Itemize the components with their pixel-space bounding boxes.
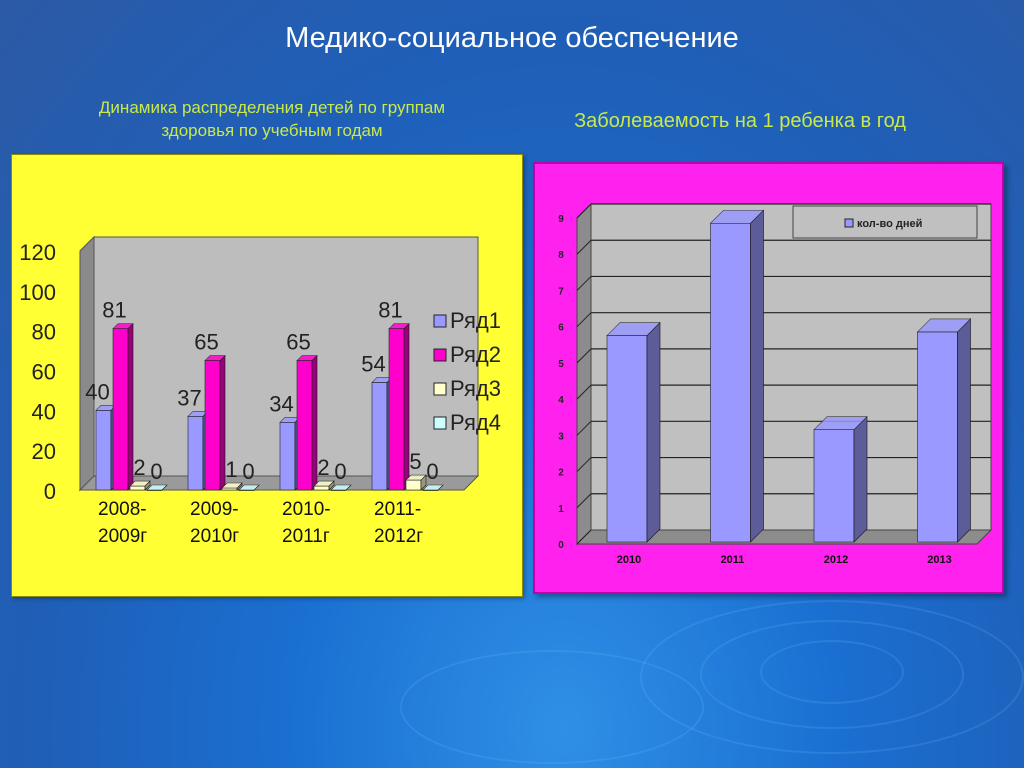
legend-swatch xyxy=(433,314,447,328)
y-tick-label: 60 xyxy=(32,360,56,385)
data-label: 40 xyxy=(85,379,109,404)
data-label: 81 xyxy=(378,298,402,323)
y-tick-label: 100 xyxy=(19,280,56,305)
y-tick-label: 8 xyxy=(558,250,564,261)
data-label: 34 xyxy=(269,391,293,416)
gridline xyxy=(576,420,592,436)
legend-label: Ряд1 xyxy=(450,308,501,333)
x-tick-label: 2009г xyxy=(98,526,147,547)
legend-box xyxy=(792,205,978,239)
gridline xyxy=(576,529,592,545)
gridline xyxy=(576,239,592,255)
data-label: 2 xyxy=(317,455,329,480)
x-tick-label: 2011г xyxy=(282,526,330,547)
y-tick-label: 9 xyxy=(558,214,564,225)
bar xyxy=(129,480,151,491)
data-label: 0 xyxy=(150,459,162,484)
plot-side-wall xyxy=(576,202,592,546)
y-tick-label: 20 xyxy=(32,439,56,464)
x-tick-label: 2011- xyxy=(374,499,421,520)
bar xyxy=(405,474,427,491)
data-label: 65 xyxy=(194,330,218,355)
water-ripple-decoration xyxy=(700,620,964,729)
legend-swatch xyxy=(433,382,447,396)
gridline xyxy=(576,457,592,472)
slide-title: Медико-социальное обеспечение xyxy=(285,22,739,54)
y-tick-label: 5 xyxy=(558,359,564,370)
y-tick-label: 40 xyxy=(32,399,56,424)
y-tick-label: 1 xyxy=(558,504,564,515)
data-label: 37 xyxy=(177,385,201,410)
bar xyxy=(204,354,226,491)
x-tick-label: 2010- xyxy=(282,499,331,520)
bar xyxy=(422,484,444,491)
data-label: 0 xyxy=(426,459,438,484)
data-label: 0 xyxy=(242,459,254,484)
bar xyxy=(238,484,260,491)
bar xyxy=(916,318,972,543)
data-label: 1 xyxy=(225,457,237,482)
y-tick-label: 2 xyxy=(558,468,564,479)
bar xyxy=(313,480,335,491)
legend-swatch xyxy=(433,416,447,430)
x-tick-label: 2010г xyxy=(190,526,239,547)
x-tick-label: 2011 xyxy=(721,554,745,566)
legend-label: Ряд3 xyxy=(450,376,501,401)
bar xyxy=(112,322,134,491)
bar xyxy=(388,322,410,491)
gridline xyxy=(576,203,592,219)
plot-side-wall xyxy=(79,235,95,492)
water-ripple-decoration xyxy=(400,650,704,764)
gridline xyxy=(576,276,592,291)
y-tick-label: 0 xyxy=(558,540,564,551)
data-label: 5 xyxy=(409,449,421,474)
morbidity-chart: 0 1 2 3 4 5 6 7 8 9 2010 2011 2012 2013 кол-во дней xyxy=(558,202,993,566)
x-tick-label: 2013 xyxy=(927,554,951,566)
legend-label: кол-во дней xyxy=(857,218,922,230)
bar xyxy=(606,321,661,543)
legend-swatch xyxy=(844,218,854,228)
x-tick-label: 2010 xyxy=(617,554,641,566)
gridline xyxy=(576,493,592,509)
x-tick-label: 2009- xyxy=(190,499,239,520)
left-chart-subtitle: Динамика распределения детей по группам … xyxy=(98,98,446,140)
legend-label: Ряд4 xyxy=(450,410,501,435)
y-tick-label: 4 xyxy=(558,395,564,406)
y-tick-label: 7 xyxy=(558,286,564,297)
bar xyxy=(221,482,243,491)
y-tick-label: 6 xyxy=(558,323,564,334)
bar xyxy=(709,209,765,543)
bar xyxy=(813,415,868,543)
data-label: 65 xyxy=(286,330,310,355)
y-tick-label: 3 xyxy=(558,431,564,442)
x-tick-label: 2008- xyxy=(98,499,147,520)
data-label: 2 xyxy=(133,455,145,480)
legend-swatch xyxy=(433,348,447,362)
right-chart-subtitle: Заболеваемость на 1 ребенка в год xyxy=(574,110,906,132)
data-label: 54 xyxy=(361,351,385,376)
bar xyxy=(330,484,352,491)
x-tick-label: 2012г xyxy=(374,526,423,547)
bar xyxy=(146,484,168,491)
bar xyxy=(187,410,209,491)
bar xyxy=(296,354,318,491)
water-ripple-decoration xyxy=(760,640,904,704)
y-tick-label: 120 xyxy=(19,240,56,265)
y-tick-label: 80 xyxy=(32,320,56,345)
right-chart-panel: 0 1 2 3 4 5 6 7 8 9 2010 2011 2012 2013 кол-во дней xyxy=(533,162,1004,594)
gridline xyxy=(576,384,592,400)
gridline xyxy=(576,312,592,328)
data-label: 81 xyxy=(102,298,126,323)
data-label: 0 xyxy=(334,459,346,484)
y-tick-label: 0 xyxy=(44,479,56,504)
gridline xyxy=(576,348,592,364)
legend-label: Ряд2 xyxy=(450,342,501,367)
left-chart-panel: 0 20 40 60 80 100 120 40 81 2 0 2008- 2009г 37 65 1 0 200… xyxy=(11,154,523,597)
x-tick-label: 2012 xyxy=(824,554,848,566)
